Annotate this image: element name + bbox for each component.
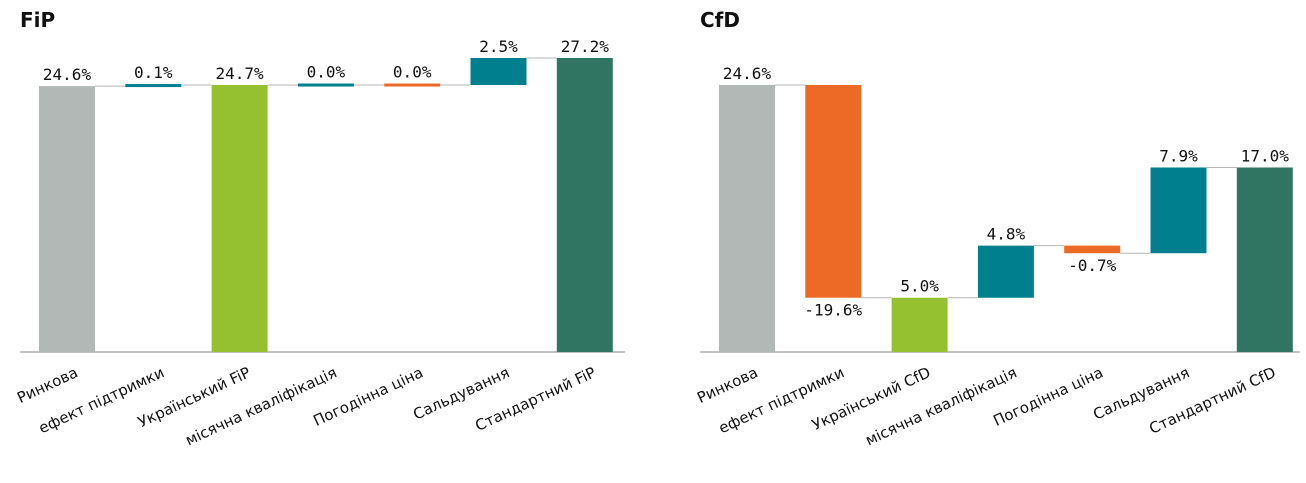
fip-bar-0 xyxy=(39,86,95,353)
cfd-value-label-5: 7.9% xyxy=(1159,146,1198,165)
fip-bar-5 xyxy=(470,58,527,86)
fip-bar-2 xyxy=(211,85,268,352)
cfd-value-label-0: 24.6% xyxy=(723,64,772,83)
fip-chart-panel: FiP 24.6% Ринкова 0.1% ефект підтримки 24.7%… xyxy=(0,0,640,483)
cfd-bar-4 xyxy=(1064,245,1121,254)
cfd-bar-5 xyxy=(1150,167,1207,254)
cfd-value-label-4: -0.7% xyxy=(1068,256,1117,275)
cfd-bar-6 xyxy=(1236,167,1293,352)
cfd-category-label-3: місячна кваліфікація xyxy=(863,363,1020,449)
fip-category-label-3: місячна кваліфікація xyxy=(183,363,340,449)
cfd-chart-title: CfD xyxy=(700,8,740,32)
fip-value-label-2: 24.7% xyxy=(216,64,265,83)
cfd-bar-1 xyxy=(805,85,862,298)
cfd-value-label-6: 17.0% xyxy=(1241,146,1290,165)
fip-value-label-0: 24.6% xyxy=(43,65,92,84)
cfd-value-label-3: 4.8% xyxy=(987,225,1026,244)
cfd-bar-0 xyxy=(719,85,775,352)
fip-bar-3 xyxy=(297,83,354,87)
fip-value-label-6: 27.2% xyxy=(561,37,610,56)
fip-value-label-1: 0.1% xyxy=(134,63,173,82)
fip-bar-1 xyxy=(125,84,182,88)
cfd-chart: 24.6%Ринкова-19.6%ефект підтримки5.0%Укр… xyxy=(694,64,1300,449)
fip-value-label-5: 2.5% xyxy=(479,37,518,56)
cfd-value-label-1: -19.6% xyxy=(804,301,862,320)
cfd-chart-panel: CfD 24.6% Ринкова -19.6% ефект підтримки 5.0… xyxy=(680,0,1306,483)
cfd-category-label-0: Ринкова xyxy=(694,363,760,407)
fip-value-label-3: 0.0% xyxy=(307,63,346,82)
cfd-bar-3 xyxy=(977,245,1034,298)
fip-value-label-4: 0.0% xyxy=(393,63,432,82)
cfd-value-label-2: 5.0% xyxy=(900,277,939,296)
fip-bar-6 xyxy=(556,58,613,352)
fip-category-label-0: Ринкова xyxy=(14,363,80,407)
cfd-bar-2 xyxy=(891,297,948,352)
fip-bar-4 xyxy=(384,83,441,87)
fip-chart-title: FiP xyxy=(20,8,56,32)
